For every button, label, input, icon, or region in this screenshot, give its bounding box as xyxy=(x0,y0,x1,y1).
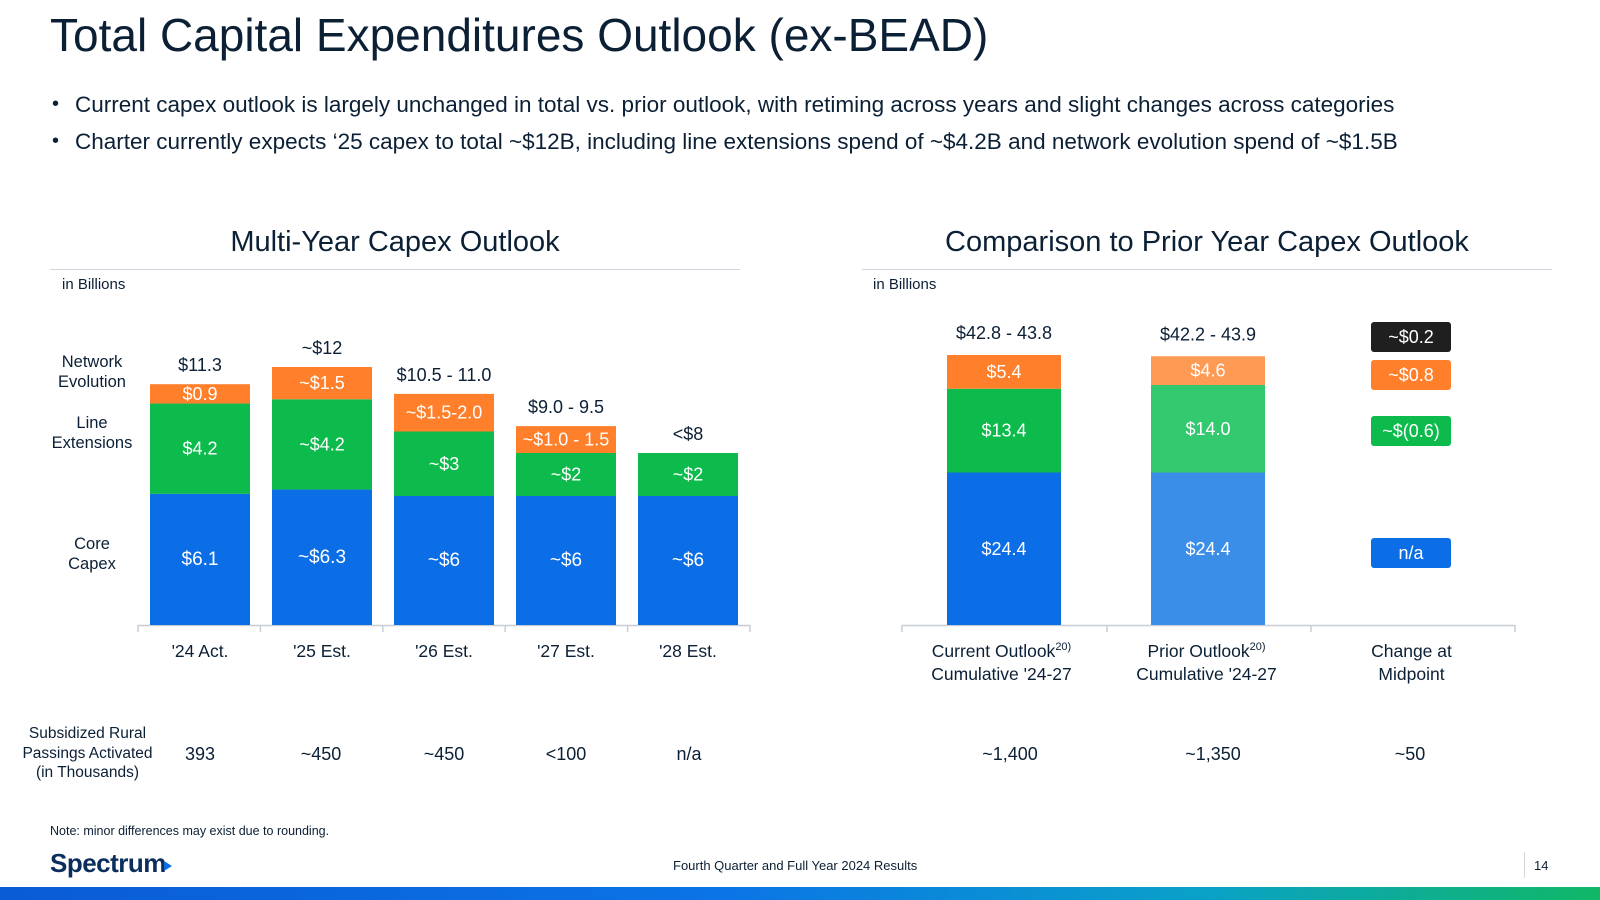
footnote: Note: minor differences may exist due to… xyxy=(50,824,330,838)
bar-segment-line_ext xyxy=(1151,385,1265,473)
left-x-tick-label: '26 Est. xyxy=(415,641,473,661)
bar-segment-line_ext xyxy=(516,453,616,496)
rural-passings-value: ~450 xyxy=(300,744,342,764)
bar-value-label: ~$1.5 xyxy=(299,373,345,393)
bar-segment-core xyxy=(947,472,1061,625)
bottom-gradient-bar xyxy=(0,887,1600,900)
footer-divider xyxy=(1524,852,1525,878)
change-badge-label: ~$(0.6) xyxy=(1382,421,1440,441)
left-x-tick-label: '27 Est. xyxy=(537,641,595,661)
bar-value-label: $13.4 xyxy=(981,421,1026,441)
bar-segment-core xyxy=(638,496,738,625)
change-badge xyxy=(1371,360,1451,390)
bar-total-label: $42.8 - 43.8 xyxy=(956,323,1052,343)
right-x-tick-label: Current Outlook20) Cumulative '24-27 xyxy=(931,641,1072,684)
bar-value-label: $24.4 xyxy=(1185,539,1230,559)
bar-value-label: $4.2 xyxy=(182,439,217,459)
rural-passings-value: ~50 xyxy=(1394,744,1426,764)
bar-segment-core xyxy=(394,496,494,625)
bar-segment-core xyxy=(272,489,372,625)
left-unit-label: in Billions xyxy=(62,276,126,293)
change-badge xyxy=(1371,416,1451,446)
right-chart-title: Comparison to Prior Year Capex Outlook xyxy=(945,226,1469,258)
bar-value-label: $24.4 xyxy=(981,539,1026,559)
change-badge xyxy=(1371,322,1451,352)
bar-segment-core xyxy=(1151,472,1265,625)
bar-segment-core xyxy=(150,493,250,625)
right-x-tick-label: Prior Outlook20) Cumulative '24-27 xyxy=(1136,641,1277,684)
bar-segment-line_ext xyxy=(394,431,494,496)
change-badge-label: ~$0.8 xyxy=(1388,365,1434,385)
left-chart-title: Multi-Year Capex Outlook xyxy=(230,226,560,258)
bar-total-label: $42.2 - 43.9 xyxy=(1160,324,1256,344)
right-section-rule xyxy=(862,269,1552,270)
bar-total-label: $11.3 xyxy=(178,355,222,375)
right-unit-label: in Billions xyxy=(873,276,937,293)
bar-segment-line_ext xyxy=(150,403,250,494)
bar-value-label: $6.1 xyxy=(182,549,219,570)
bar-segment-network xyxy=(272,367,372,400)
bar-value-label: ~$4.2 xyxy=(299,434,345,454)
change-badge-label: ~$0.2 xyxy=(1388,327,1434,347)
bar-total-label: $9.0 - 9.5 xyxy=(528,397,604,417)
left-x-tick-label: '28 Est. xyxy=(659,641,717,661)
change-badge-label: n/a xyxy=(1398,543,1424,563)
series-label-network: Network Evolution xyxy=(58,353,126,391)
bar-segment-network xyxy=(516,426,616,453)
bar-segment-network xyxy=(947,355,1061,389)
bar-value-label: $14.0 xyxy=(1185,419,1230,439)
left-section-rule xyxy=(50,269,740,270)
bar-total-label: <$8 xyxy=(673,424,704,444)
bar-segment-line_ext xyxy=(638,453,738,496)
bar-value-label: ~$1.0 - 1.5 xyxy=(523,430,610,450)
bar-value-label: $4.6 xyxy=(1190,361,1225,381)
bar-segment-line_ext xyxy=(272,399,372,490)
bar-value-label: ~$6.3 xyxy=(298,547,346,568)
rural-passings-value: ~450 xyxy=(423,744,465,764)
bar-value-label: ~$2 xyxy=(673,465,704,485)
bar-value-label: ~$6 xyxy=(550,550,582,571)
bar-total-label: ~$12 xyxy=(302,338,343,358)
page-number: 14 xyxy=(1534,858,1549,873)
bar-segment-network xyxy=(394,393,494,432)
right-x-tick-label: Change at Midpoint xyxy=(1371,641,1452,684)
logo-arrow-icon xyxy=(164,861,172,871)
rural-passings-row-header: Subsidized Rural Passings Activated (in … xyxy=(22,725,153,781)
bar-value-label: ~$3 xyxy=(429,454,460,474)
bar-value-label: ~$6 xyxy=(672,550,704,571)
rural-passings-value: ~1,400 xyxy=(982,744,1038,764)
bar-segment-network xyxy=(150,384,250,404)
spectrum-logo: Spectrum xyxy=(50,848,166,878)
rural-passings-value: ~1,350 xyxy=(1185,744,1241,764)
bar-value-label: ~$6 xyxy=(428,550,460,571)
bar-segment-core xyxy=(516,496,616,625)
rural-passings-value: <100 xyxy=(545,744,587,764)
bullet-item: Charter currently expects ‘25 capex to t… xyxy=(50,123,1570,160)
bar-segment-line_ext xyxy=(947,388,1061,473)
rural-passings-value: 393 xyxy=(184,744,216,764)
bar-value-label: $0.9 xyxy=(182,384,217,404)
bar-value-label: ~$1.5-2.0 xyxy=(406,403,483,423)
footer-text: Fourth Quarter and Full Year 2024 Result… xyxy=(673,858,918,873)
bar-segment-network xyxy=(1151,356,1265,385)
bar-value-label: $5.4 xyxy=(986,362,1021,382)
rural-passings-value: n/a xyxy=(676,744,702,764)
series-label-line-extensions: Line Extensions xyxy=(51,414,133,452)
bar-value-label: ~$2 xyxy=(551,465,582,485)
left-x-tick-label: '25 Est. xyxy=(293,641,351,661)
page-title: Total Capital Expenditures Outlook (ex-B… xyxy=(50,9,989,61)
bar-total-label: $10.5 - 11.0 xyxy=(397,365,492,385)
bullet-item: Current capex outlook is largely unchang… xyxy=(50,86,1570,123)
summary-bullets: Current capex outlook is largely unchang… xyxy=(50,86,1570,160)
series-label-core-capex: Core Capex xyxy=(68,535,116,573)
change-badge xyxy=(1371,538,1451,568)
left-x-tick-label: '24 Act. xyxy=(171,641,229,661)
